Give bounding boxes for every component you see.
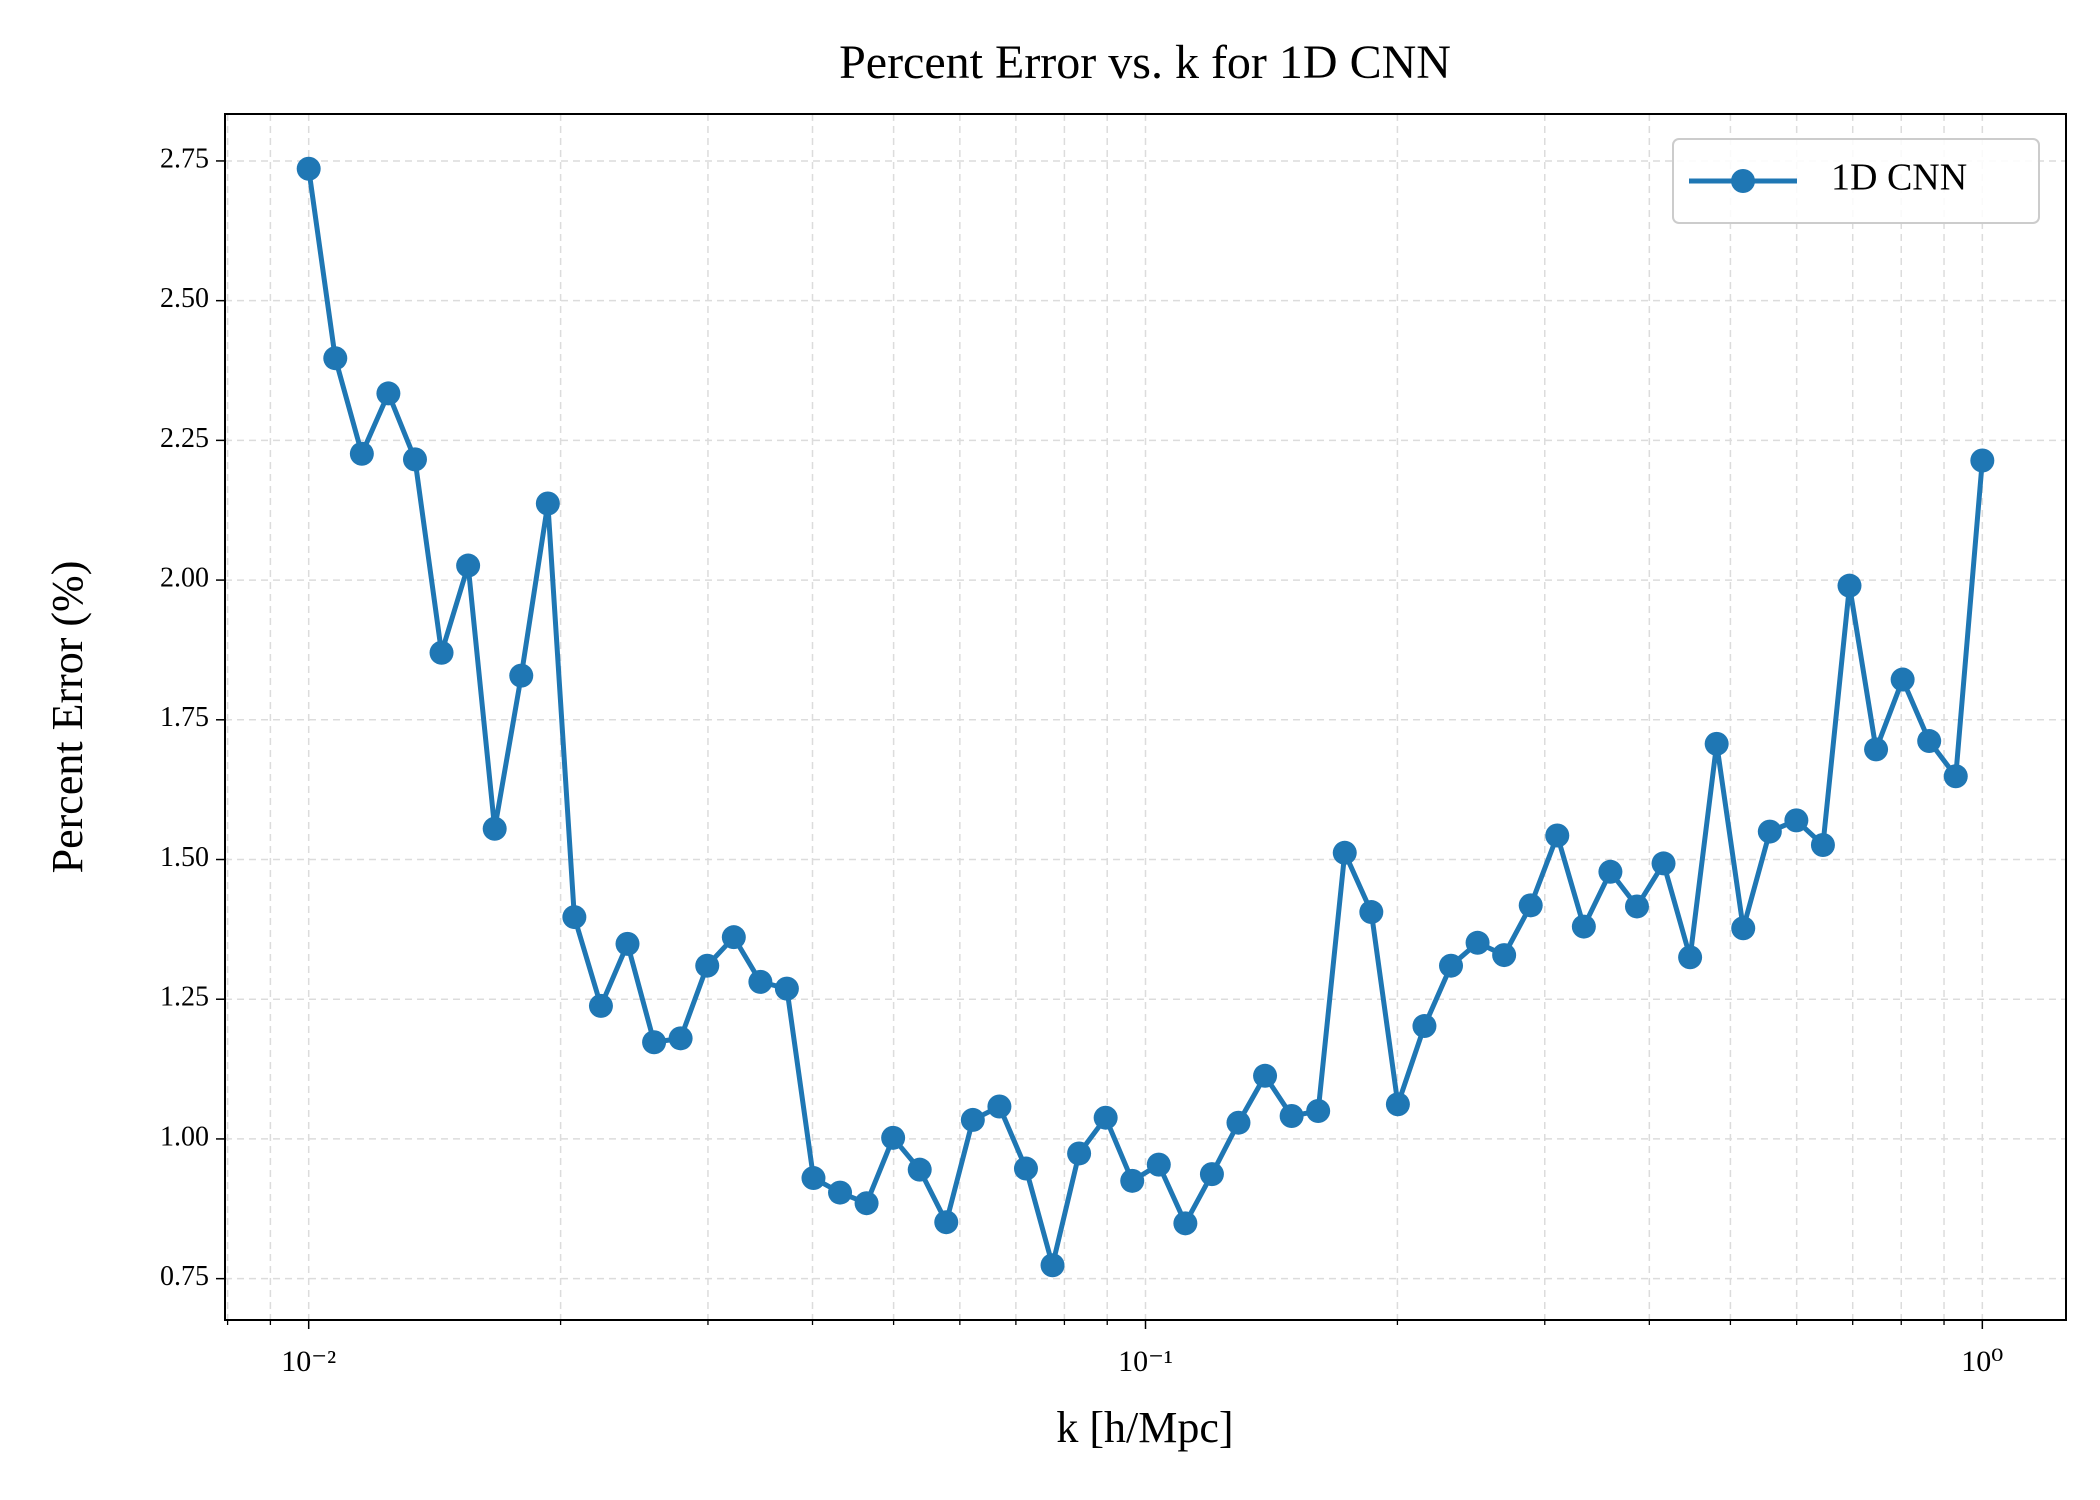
data-point <box>934 1210 959 1235</box>
data-point <box>642 1030 667 1055</box>
data-point <box>668 1026 693 1051</box>
y-tick-label: 2.50 <box>160 283 209 314</box>
data-point <box>1864 737 1889 762</box>
data-point <box>774 976 799 1001</box>
y-axis-label: Percent Error (%) <box>43 561 92 874</box>
legend-marker <box>1731 169 1755 193</box>
data-point <box>721 925 746 950</box>
data-point <box>429 640 454 665</box>
data-point <box>535 491 560 516</box>
data-point <box>1678 945 1703 970</box>
data-point <box>402 447 427 472</box>
data-point <box>801 1166 826 1191</box>
data-point <box>1545 823 1570 848</box>
data-point <box>1226 1110 1251 1135</box>
data-point <box>1199 1162 1224 1187</box>
data-point <box>1757 819 1782 844</box>
data-point <box>1439 953 1464 978</box>
x-tick-label: 10⁰ <box>1961 1345 2003 1378</box>
legend-label: 1D CNN <box>1831 157 1967 199</box>
data-point <box>323 346 348 371</box>
y-tick-label: 2.00 <box>160 563 209 594</box>
data-point <box>695 953 720 978</box>
chart-title: Percent Error vs. k for 1D CNN <box>839 36 1451 89</box>
data-point <box>1173 1211 1198 1236</box>
data-point <box>1385 1092 1410 1117</box>
data-point <box>1412 1014 1437 1039</box>
data-point <box>1571 914 1596 939</box>
data-point <box>1120 1168 1145 1193</box>
legend-box <box>1672 138 2040 224</box>
data-point <box>615 931 640 956</box>
data-point <box>562 905 587 930</box>
data-point <box>881 1125 906 1150</box>
data-point <box>1917 729 1942 754</box>
data-point <box>1093 1105 1118 1130</box>
data-point <box>960 1107 985 1132</box>
data-point <box>854 1191 879 1216</box>
data-point <box>1890 667 1915 692</box>
data-point <box>296 156 321 181</box>
data-point <box>1040 1253 1065 1278</box>
data-point <box>1810 832 1835 857</box>
data-point <box>1492 943 1517 968</box>
data-line <box>306 168 1985 1268</box>
y-tick-label: 1.75 <box>160 702 209 733</box>
y-tick-label: 2.75 <box>160 143 209 174</box>
data-point <box>1465 930 1490 955</box>
data-point <box>1837 573 1862 598</box>
data-point <box>987 1094 1012 1119</box>
data-point <box>482 816 507 841</box>
data-point <box>1013 1156 1038 1181</box>
data-point <box>1624 894 1649 919</box>
data-point <box>907 1157 932 1182</box>
data-point <box>509 663 534 688</box>
data-point <box>588 993 613 1018</box>
data-point <box>1306 1098 1331 1123</box>
y-tick-label: 1.25 <box>160 982 209 1013</box>
data-point <box>456 553 481 578</box>
data-point <box>1279 1104 1304 1129</box>
data-point <box>1704 731 1729 756</box>
y-tick-label: 2.25 <box>160 423 209 454</box>
x-axis-label: k [h/Mpc] <box>1056 1403 1233 1452</box>
data-point <box>1518 893 1543 918</box>
data-point <box>1359 900 1384 925</box>
data-point <box>1651 851 1676 876</box>
data-point <box>1146 1152 1171 1177</box>
y-tick-label: 1.00 <box>160 1121 209 1152</box>
data-point <box>1332 840 1357 865</box>
data-point <box>828 1180 853 1205</box>
data-point <box>1970 448 1995 473</box>
data-point <box>376 381 401 406</box>
data-point <box>1943 764 1968 789</box>
data-point <box>1253 1063 1278 1088</box>
data-point <box>1598 859 1623 884</box>
data-point <box>1731 916 1756 941</box>
data-point <box>1784 808 1809 833</box>
y-tick-label: 1.50 <box>160 842 209 873</box>
plot-frame <box>224 113 2067 1321</box>
data-point <box>748 969 773 994</box>
data-point <box>1067 1141 1092 1166</box>
y-tick-label: 0.75 <box>160 1261 209 1292</box>
x-tick-label: 10⁻¹ <box>1118 1345 1173 1378</box>
x-tick-label: 10⁻² <box>281 1345 336 1378</box>
data-point <box>349 441 374 466</box>
